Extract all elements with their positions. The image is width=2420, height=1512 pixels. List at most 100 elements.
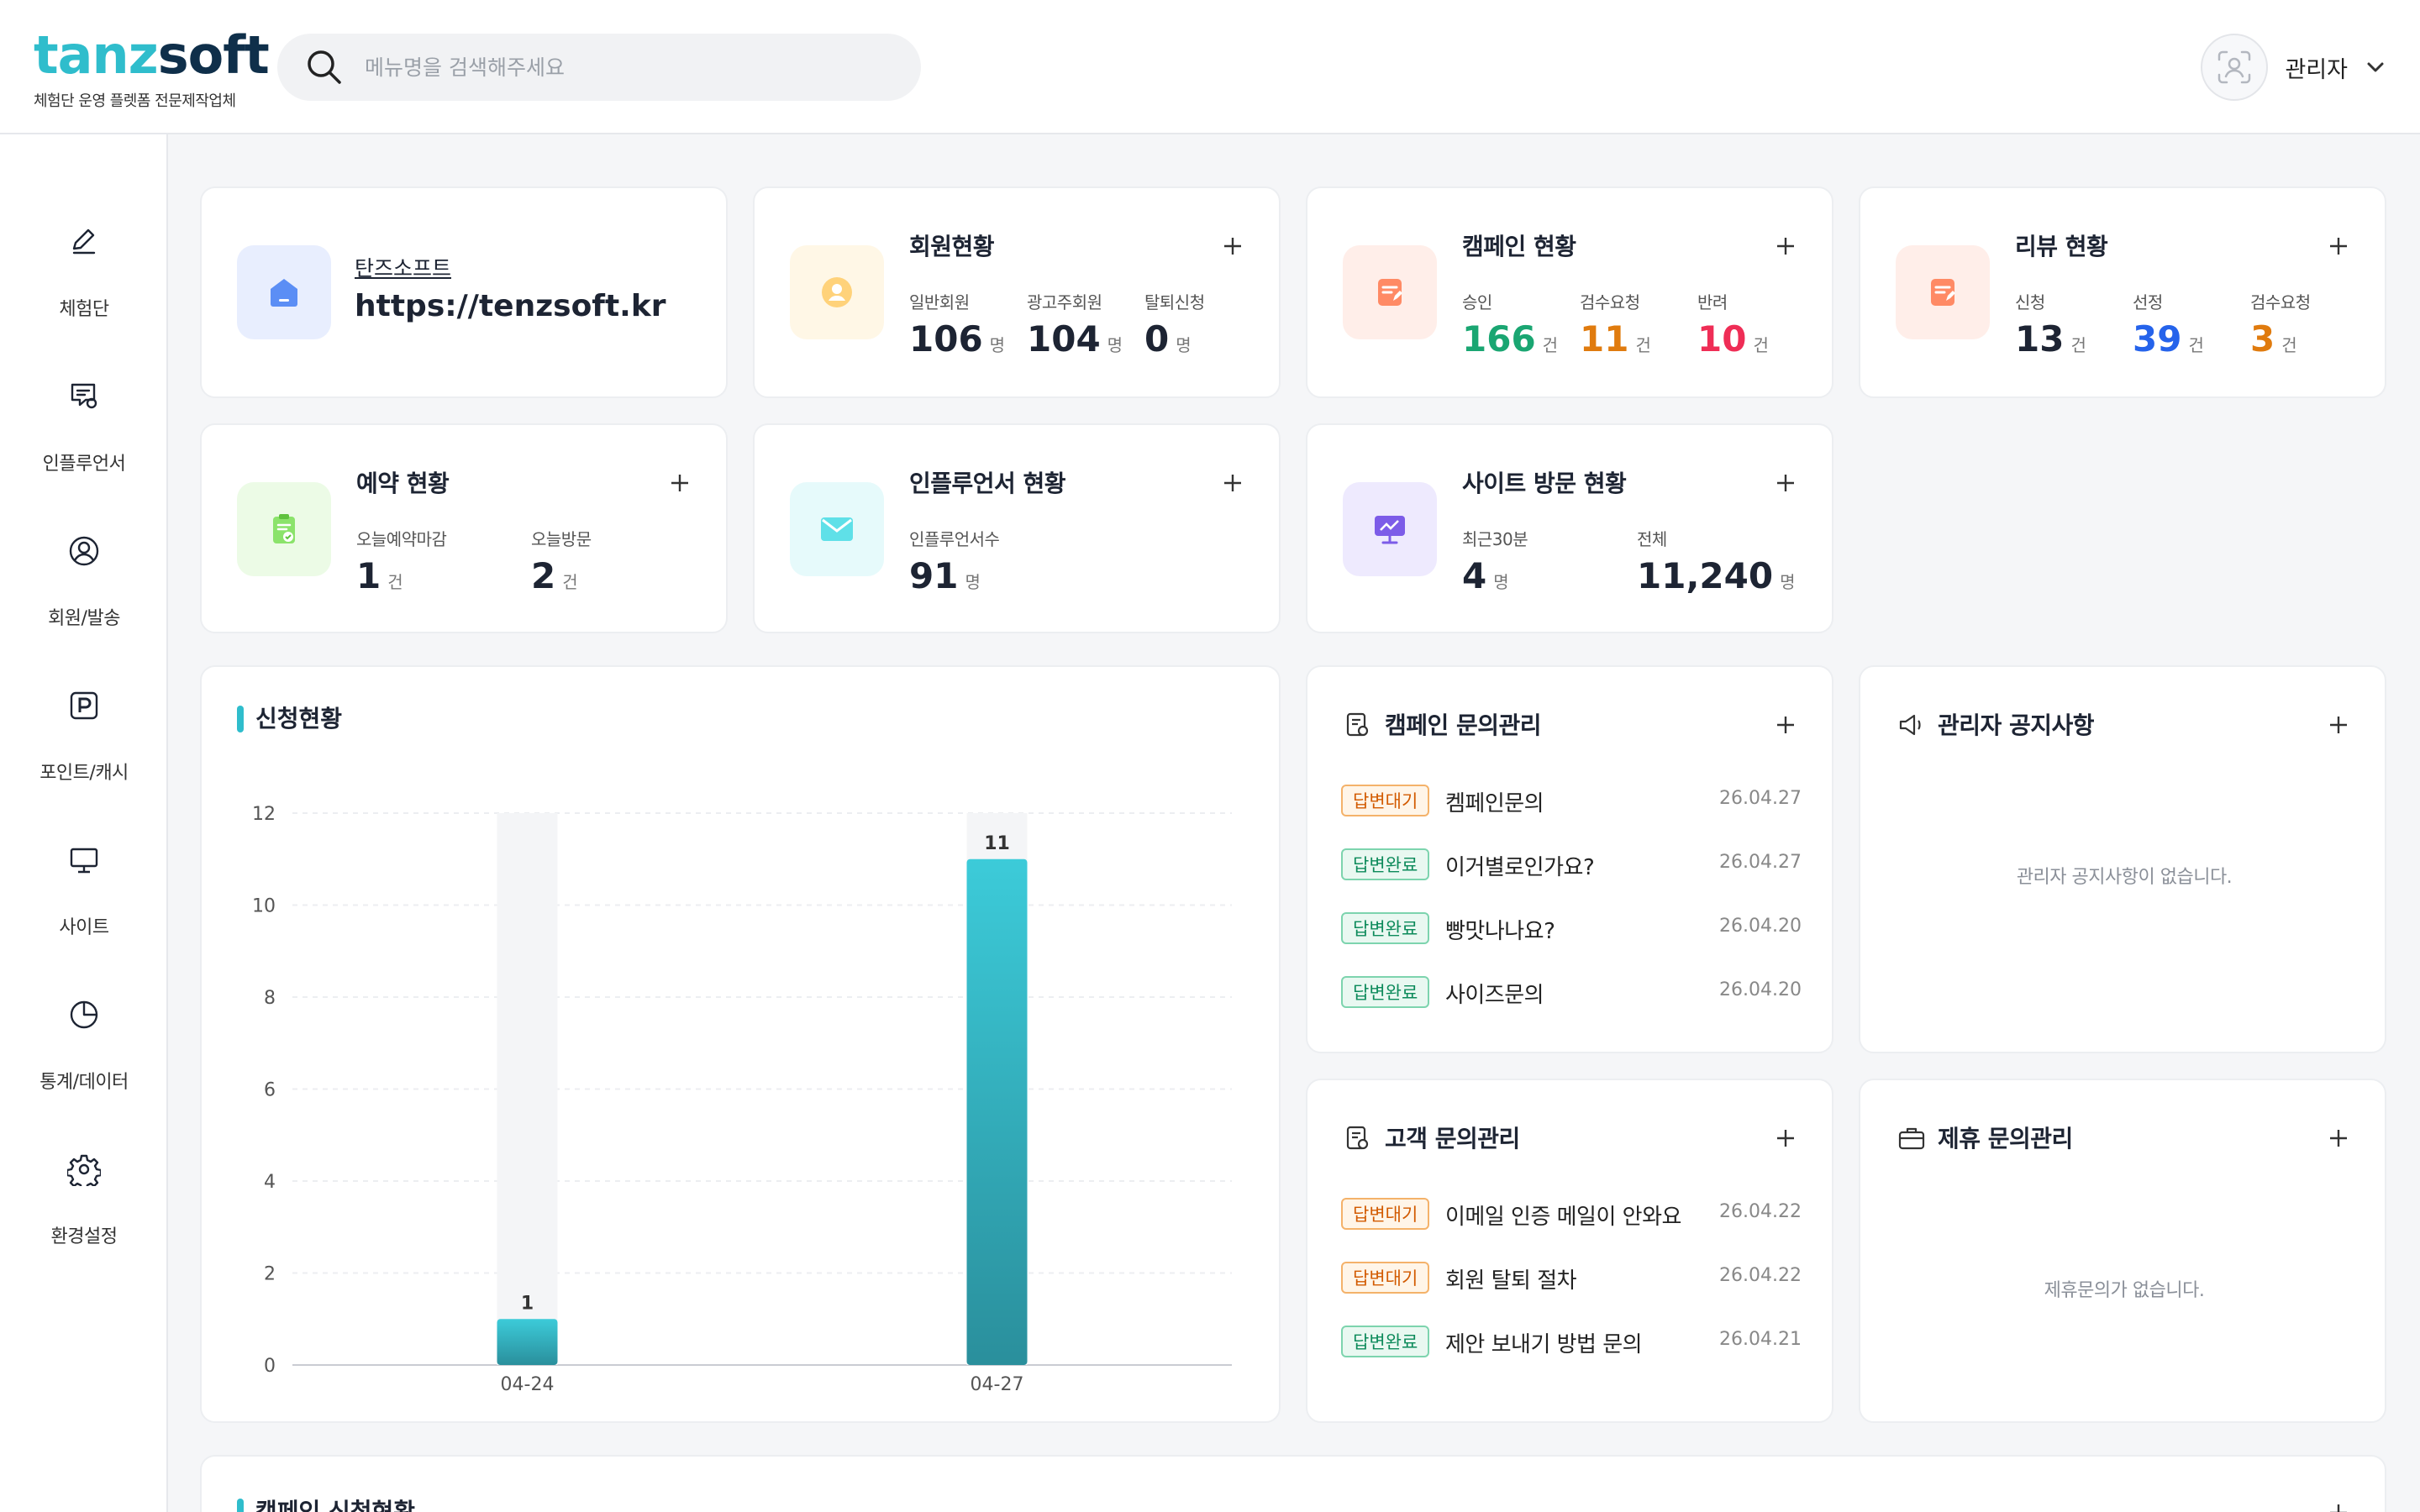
user-menu[interactable]: 관리자	[2201, 32, 2386, 102]
review-icon-box	[1896, 245, 1990, 339]
chat-icon	[71, 383, 97, 409]
briefcase-icon	[1898, 1127, 1925, 1150]
sidebar-item-influencer[interactable]: 인플루언서	[0, 380, 168, 506]
member-status-card: 회원현황 일반회원 106 명 광고주회원 104 명 탈퇴신청 0 명	[753, 186, 1281, 398]
plus-icon[interactable]	[2326, 1500, 2351, 1512]
list-item[interactable]: 답변완료 사이즈문의 26.04.20	[1341, 976, 1802, 1010]
sidebar-item-label: 포인트/캐시	[39, 763, 129, 784]
card-title: 제휴 문의관리	[1938, 1125, 2073, 1152]
user-icon	[69, 536, 99, 566]
clipboard-edit-icon	[1931, 279, 1955, 306]
clipboard-icon	[1346, 712, 1369, 737]
plus-icon[interactable]	[1220, 470, 1245, 496]
logo-tagline: 체험단 운영 플렛폼 전문제작업체	[34, 92, 236, 110]
search-bar[interactable]	[277, 34, 921, 101]
logo[interactable]: tanzsoft 체험단 운영 플렛폼 전문제작업체	[34, 29, 270, 111]
sidebar-item-label: 사이트	[59, 917, 109, 938]
section-accent	[237, 1499, 244, 1512]
sidebar-item-label: 통계/데이터	[39, 1072, 129, 1093]
plus-icon[interactable]	[667, 470, 692, 496]
card-title: 예약 현황	[356, 470, 450, 497]
plus-icon[interactable]	[2326, 712, 2351, 738]
section-accent	[237, 706, 244, 732]
sidebar-item-label: 인플루언서	[42, 454, 126, 475]
home-icon	[271, 279, 297, 307]
monitor-icon	[70, 848, 98, 874]
sidebar-item-label: 환경설정	[50, 1226, 118, 1247]
card-title: 캠페인 문의관리	[1385, 711, 1542, 739]
reservation-icon-box	[237, 482, 331, 576]
card-title: 인플루언서 현황	[909, 470, 1066, 497]
admin-notice-card: 관리자 공지사항 관리자 공지사항이 없습니다.	[1859, 665, 2386, 1053]
application-bar-chart: 0 2 4 6 8 10 12 1 04-24 11 04-27	[252, 804, 1232, 1395]
pie-chart-icon	[70, 1000, 98, 1029]
stat-total-visits: 전체 11,240 명	[1637, 529, 1796, 596]
bar-background	[497, 813, 558, 1365]
chevron-down-icon[interactable]	[2365, 56, 2386, 78]
list-item[interactable]: 답변완료 제안 보내기 방법 문의 26.04.21	[1341, 1326, 1802, 1359]
campaign-status-card: 캠페인 현황 승인 166 건 검수요청 11 건 반려 10 건	[1306, 186, 1833, 398]
influencer-icon-box	[790, 482, 884, 576]
sidebar-item-statistics[interactable]: 통계/데이터	[0, 998, 168, 1124]
search-input[interactable]	[365, 34, 886, 101]
stat-applied: 신청 13 건	[2015, 292, 2086, 360]
list-item[interactable]: 답변완료 빵맛나나요? 26.04.20	[1341, 912, 1802, 946]
list-item[interactable]: 답변완료 이거별로인가요? 26.04.27	[1341, 848, 1802, 882]
sidebar-item-members[interactable]: 회원/발송	[0, 534, 168, 660]
org-icon-box	[237, 245, 331, 339]
list-item[interactable]: 답변대기 켐페인문의 26.04.27	[1341, 785, 1802, 818]
influencer-status-card: 인플루언서 현황 인플루언서수 91 명	[753, 423, 1281, 633]
stat-selected: 선정 39 건	[2133, 292, 2204, 360]
face-scan-icon	[2218, 50, 2251, 84]
empty-message: 제휴문의가 없습니다.	[2044, 1280, 2205, 1301]
plus-icon[interactable]	[1773, 712, 1798, 738]
stat-recent-30min: 최근30분 4 명	[1462, 529, 1528, 596]
clipboard-edit-icon	[1378, 279, 1402, 306]
bar	[497, 1319, 558, 1365]
stat-review-requested: 검수요청 11 건	[1580, 292, 1651, 360]
card-title: 캠페인 현황	[1462, 233, 1576, 260]
plus-icon[interactable]	[2326, 234, 2351, 259]
x-tick-label: 04-24	[501, 1374, 555, 1395]
list-item[interactable]: 답변대기 이메일 인증 메일이 안와요 26.04.22	[1341, 1198, 1802, 1231]
status-badge: 답변대기	[1341, 1198, 1430, 1230]
avatar[interactable]	[2201, 34, 2269, 101]
plus-icon[interactable]	[1773, 234, 1798, 259]
user-name: 관리자	[2285, 56, 2348, 83]
member-icon-box	[790, 245, 884, 339]
y-tick-label: 2	[264, 1264, 276, 1285]
card-title: 관리자 공지사항	[1938, 711, 2095, 739]
sidebar-item-experience[interactable]: 체험단	[0, 225, 168, 351]
card-title: 사이트 방문 현황	[1462, 470, 1627, 497]
sidebar-item-site[interactable]: 사이트	[0, 843, 168, 969]
customer-inquiry-card: 고객 문의관리 답변대기 이메일 인증 메일이 안와요 26.04.22 답변대기 회…	[1306, 1079, 1833, 1423]
megaphone-icon	[1899, 714, 1921, 736]
plus-icon[interactable]	[1773, 1126, 1798, 1151]
clipboard-icon	[1346, 1126, 1369, 1150]
y-tick-label: 8	[264, 988, 276, 1009]
sidebar-item-points[interactable]: 포인트/캐시	[0, 689, 168, 815]
org-url: https://tenzsoft.kr	[355, 289, 666, 323]
stat-rejected: 반려 10 건	[1697, 292, 1769, 360]
card-title: 회원현황	[909, 233, 995, 260]
reservation-status-card: 예약 현황 오늘예약마감 1 건 오늘방문 2 건	[200, 423, 728, 633]
user-circle-icon	[822, 277, 852, 307]
plus-icon[interactable]	[1220, 234, 1245, 259]
status-badge: 답변대기	[1341, 1262, 1430, 1294]
x-tick-label: 04-27	[971, 1374, 1024, 1395]
campaign-application-card: 캠페인 신청현황	[200, 1455, 2386, 1512]
point-icon	[70, 691, 98, 720]
plus-icon[interactable]	[1773, 470, 1798, 496]
data-label: 11	[984, 833, 1010, 854]
sidebar: 체험단 인플루언서 회원/발송 포인트/캐시 사이트 통계/데이터 환경설정	[0, 134, 168, 1512]
sidebar-item-settings[interactable]: 환경설정	[0, 1152, 168, 1278]
status-badge: 답변완료	[1341, 976, 1430, 1008]
stat-withdrawal-requests: 탈퇴신청 0 명	[1144, 292, 1205, 360]
plus-icon[interactable]	[2326, 1126, 2351, 1151]
y-tick-label: 10	[252, 896, 276, 917]
partner-inquiry-card: 제휴 문의관리 제휴문의가 없습니다.	[1859, 1079, 2386, 1423]
org-name-link[interactable]: 탄즈소프트	[355, 256, 452, 281]
sidebar-item-label: 체험단	[59, 299, 109, 320]
list-item[interactable]: 답변대기 회원 탈퇴 절차 26.04.22	[1341, 1262, 1802, 1295]
empty-message: 관리자 공지사항이 없습니다.	[2016, 867, 2233, 888]
